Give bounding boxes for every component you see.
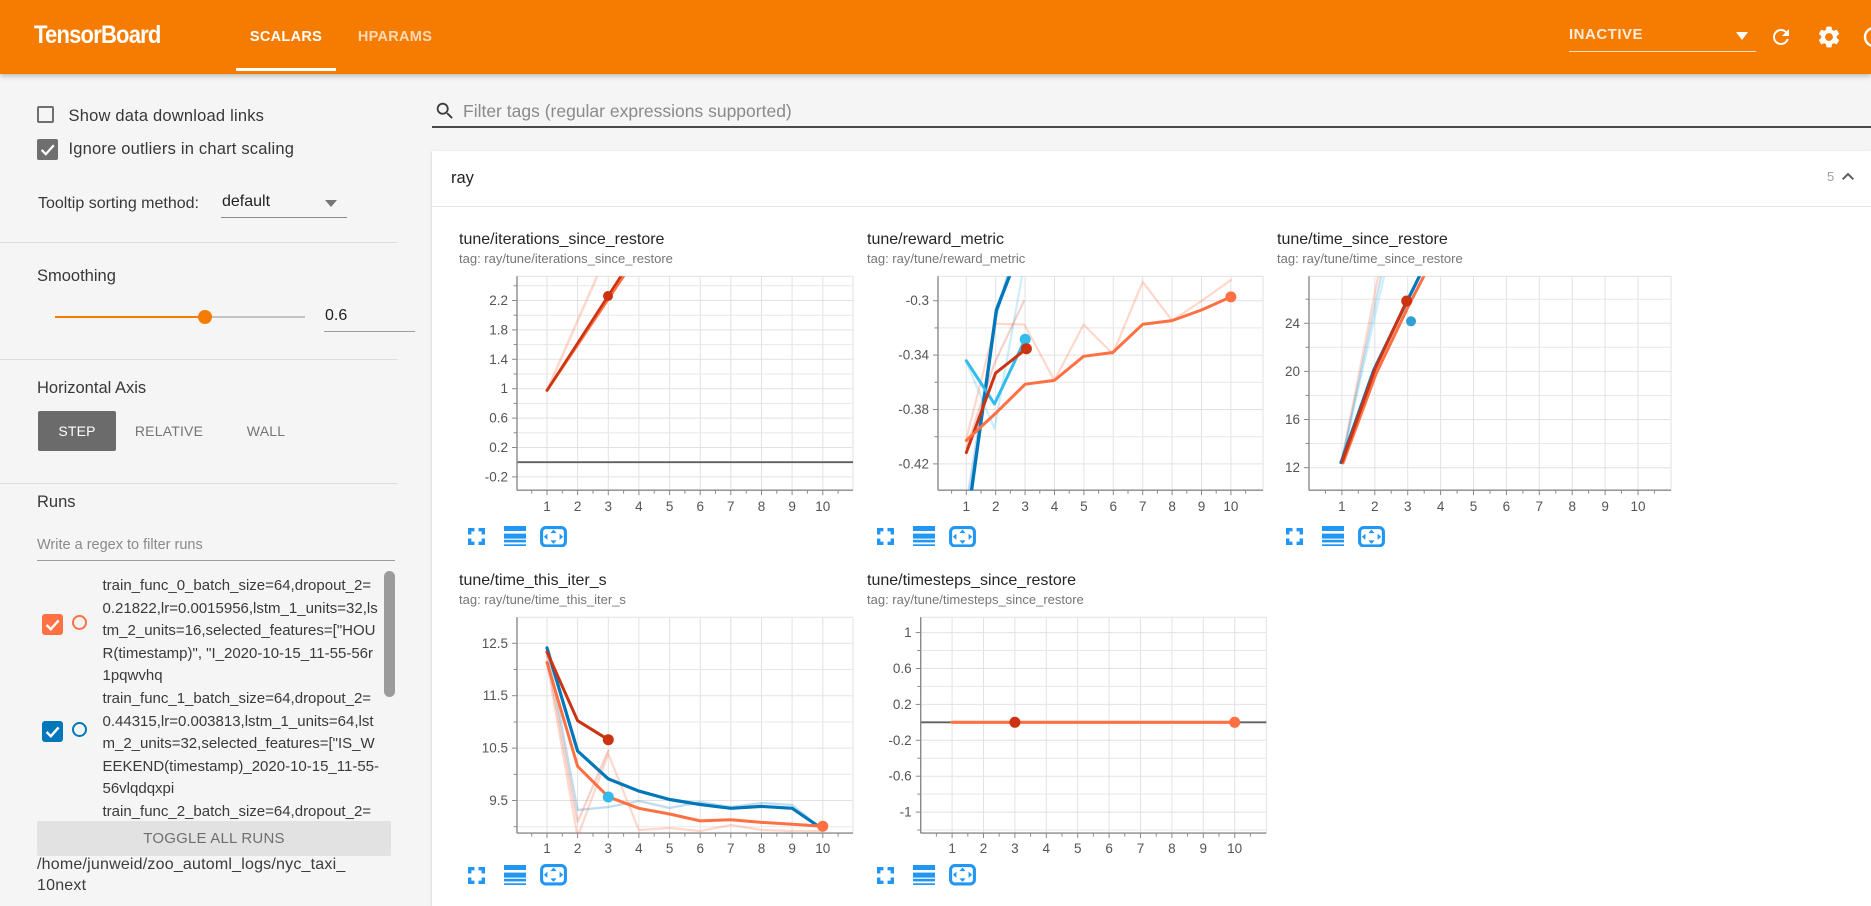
svg-text:24: 24 bbox=[1285, 316, 1301, 331]
svg-text:2: 2 bbox=[574, 841, 582, 856]
svg-text:9: 9 bbox=[788, 841, 796, 856]
svg-text:1: 1 bbox=[543, 499, 551, 514]
svg-text:10: 10 bbox=[1227, 841, 1242, 856]
svg-text:1: 1 bbox=[904, 625, 912, 640]
svg-text:8: 8 bbox=[758, 499, 766, 514]
svg-text:4: 4 bbox=[1051, 499, 1059, 514]
svg-text:20: 20 bbox=[1285, 364, 1300, 379]
svg-text:-0.2: -0.2 bbox=[485, 469, 508, 484]
svg-text:-1: -1 bbox=[900, 805, 912, 820]
svg-text:0.6: 0.6 bbox=[489, 411, 508, 426]
svg-text:5: 5 bbox=[1080, 499, 1088, 514]
svg-text:9: 9 bbox=[1200, 841, 1208, 856]
svg-text:7: 7 bbox=[1139, 499, 1147, 514]
svg-text:3: 3 bbox=[605, 841, 613, 856]
svg-text:8: 8 bbox=[758, 841, 766, 856]
svg-text:10.5: 10.5 bbox=[482, 741, 508, 756]
svg-text:6: 6 bbox=[696, 841, 704, 856]
svg-text:10: 10 bbox=[1630, 499, 1645, 514]
svg-text:1: 1 bbox=[500, 381, 508, 396]
svg-text:12.5: 12.5 bbox=[482, 636, 508, 651]
svg-text:10: 10 bbox=[815, 841, 830, 856]
svg-text:5: 5 bbox=[666, 499, 674, 514]
svg-text:6: 6 bbox=[696, 499, 704, 514]
svg-text:5: 5 bbox=[1470, 499, 1478, 514]
svg-text:2: 2 bbox=[980, 841, 988, 856]
svg-text:1: 1 bbox=[1338, 499, 1346, 514]
svg-text:8: 8 bbox=[1168, 841, 1176, 856]
svg-text:-0.42: -0.42 bbox=[898, 456, 929, 471]
svg-text:7: 7 bbox=[1536, 499, 1544, 514]
svg-text:9: 9 bbox=[1601, 499, 1609, 514]
svg-text:3: 3 bbox=[1021, 499, 1029, 514]
svg-text:0.6: 0.6 bbox=[893, 661, 912, 676]
svg-text:1.8: 1.8 bbox=[489, 322, 508, 337]
svg-text:8: 8 bbox=[1568, 499, 1576, 514]
svg-text:3: 3 bbox=[1011, 841, 1019, 856]
svg-text:4: 4 bbox=[635, 499, 643, 514]
svg-text:-0.34: -0.34 bbox=[898, 348, 929, 363]
svg-text:12: 12 bbox=[1285, 460, 1300, 475]
svg-text:1: 1 bbox=[963, 499, 971, 514]
svg-text:3: 3 bbox=[605, 499, 613, 514]
svg-text:1: 1 bbox=[543, 841, 551, 856]
svg-text:10: 10 bbox=[815, 499, 830, 514]
svg-text:7: 7 bbox=[727, 841, 735, 856]
svg-text:2: 2 bbox=[574, 499, 582, 514]
svg-text:9.5: 9.5 bbox=[489, 793, 508, 808]
svg-text:9: 9 bbox=[788, 499, 796, 514]
svg-text:7: 7 bbox=[1137, 841, 1145, 856]
svg-text:4: 4 bbox=[635, 841, 643, 856]
svg-text:7: 7 bbox=[727, 499, 735, 514]
svg-text:0.2: 0.2 bbox=[893, 697, 912, 712]
svg-text:-0.3: -0.3 bbox=[906, 293, 929, 308]
svg-text:11.5: 11.5 bbox=[483, 688, 508, 703]
svg-text:1: 1 bbox=[948, 841, 956, 856]
svg-text:5: 5 bbox=[666, 841, 674, 856]
svg-text:-0.6: -0.6 bbox=[888, 769, 911, 784]
svg-text:8: 8 bbox=[1168, 499, 1176, 514]
svg-text:4: 4 bbox=[1437, 499, 1445, 514]
svg-text:9: 9 bbox=[1198, 499, 1206, 514]
svg-text:2: 2 bbox=[992, 499, 1000, 514]
svg-text:-0.2: -0.2 bbox=[888, 733, 911, 748]
svg-text:5: 5 bbox=[1074, 841, 1082, 856]
svg-text:0.2: 0.2 bbox=[489, 440, 508, 455]
svg-text:10: 10 bbox=[1223, 499, 1238, 514]
svg-text:6: 6 bbox=[1105, 841, 1113, 856]
svg-text:16: 16 bbox=[1285, 412, 1300, 427]
svg-text:6: 6 bbox=[1110, 499, 1118, 514]
svg-text:6: 6 bbox=[1503, 499, 1511, 514]
svg-text:-0.38: -0.38 bbox=[898, 402, 929, 417]
svg-text:1.4: 1.4 bbox=[489, 352, 508, 367]
svg-text:4: 4 bbox=[1043, 841, 1051, 856]
svg-text:3: 3 bbox=[1404, 499, 1412, 514]
svg-text:2: 2 bbox=[1371, 499, 1379, 514]
svg-text:2.2: 2.2 bbox=[489, 293, 508, 308]
